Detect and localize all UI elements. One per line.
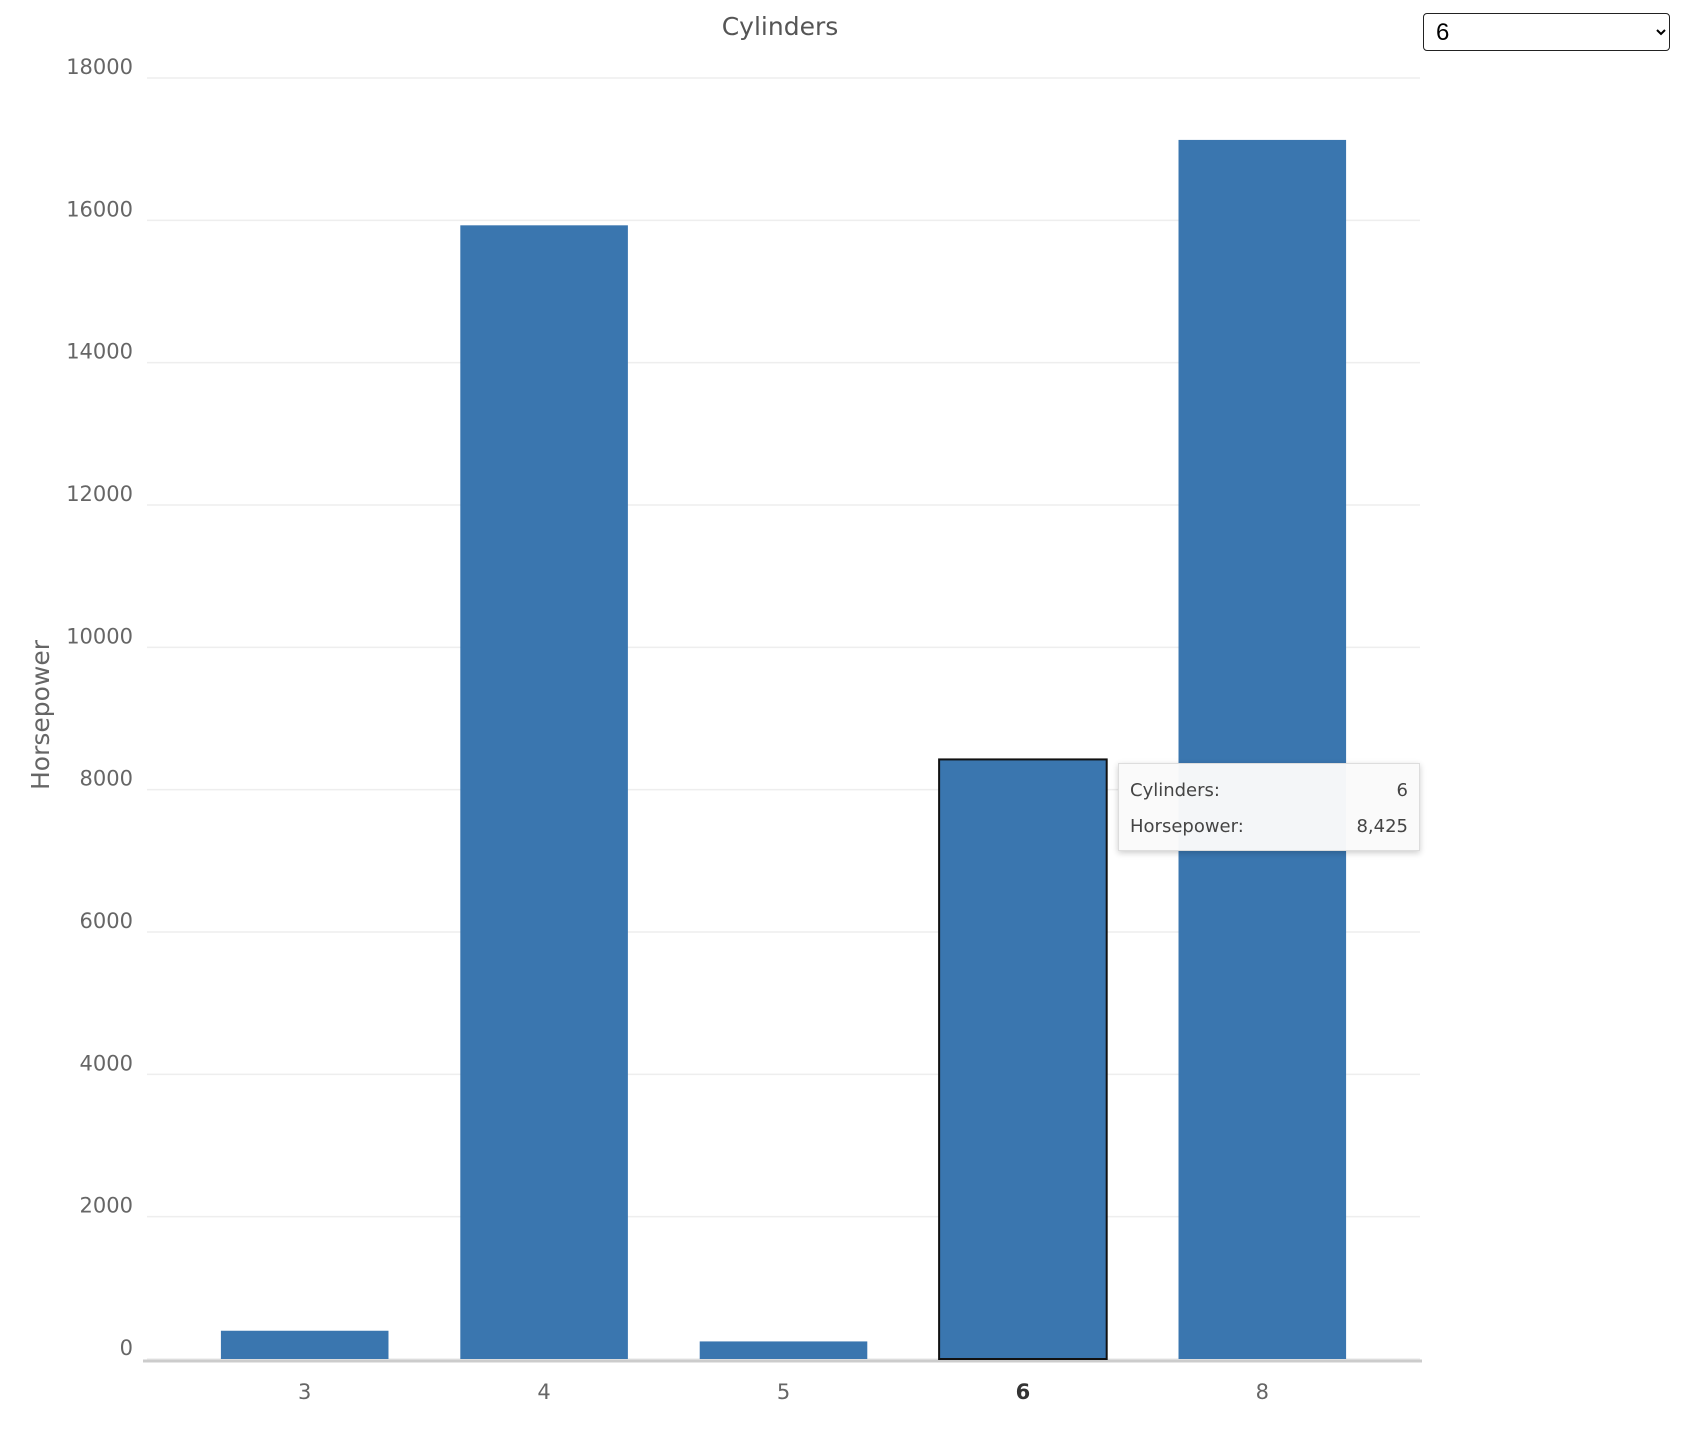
y-tick-label: 10000 bbox=[66, 624, 133, 648]
tooltip-row: Horsepower: 8,425 bbox=[1130, 816, 1408, 837]
bar bbox=[1178, 139, 1347, 1359]
y-tick-label: 18000 bbox=[66, 55, 133, 79]
y-tick-label: 14000 bbox=[66, 340, 133, 364]
bar bbox=[938, 758, 1108, 1360]
tooltip-value: 8,425 bbox=[1356, 816, 1408, 837]
tooltip-label: Horsepower: bbox=[1130, 816, 1244, 837]
x-tick-label: 6 bbox=[1016, 1380, 1031, 1404]
y-tick-label: 16000 bbox=[66, 197, 133, 221]
x-tick-label: 5 bbox=[777, 1380, 790, 1404]
x-tick-label: 4 bbox=[537, 1380, 550, 1404]
bar bbox=[220, 1330, 389, 1359]
y-axis-label: Horsepower bbox=[26, 639, 55, 790]
y-tick-label: 8000 bbox=[80, 767, 133, 791]
x-tick-label: 8 bbox=[1256, 1380, 1269, 1404]
tooltip-value: 6 bbox=[1396, 780, 1408, 801]
tooltip-label: Cylinders: bbox=[1130, 780, 1220, 801]
y-tick-label: 12000 bbox=[66, 482, 133, 506]
tooltip: Cylinders: 6 Horsepower: 8,425 bbox=[1118, 763, 1420, 851]
tooltip-row: Cylinders: 6 bbox=[1130, 780, 1408, 801]
category-dropdown[interactable]: 6 bbox=[1423, 13, 1670, 51]
x-tick-label: 3 bbox=[298, 1380, 311, 1404]
y-tick-label: 4000 bbox=[80, 1051, 133, 1075]
y-tick-label: 6000 bbox=[80, 909, 133, 933]
bar bbox=[460, 225, 628, 1360]
y-tick-label: 2000 bbox=[80, 1194, 133, 1218]
chart-title: Cylinders bbox=[722, 12, 839, 41]
bar bbox=[699, 1341, 868, 1359]
y-tick-label: 0 bbox=[120, 1336, 133, 1360]
